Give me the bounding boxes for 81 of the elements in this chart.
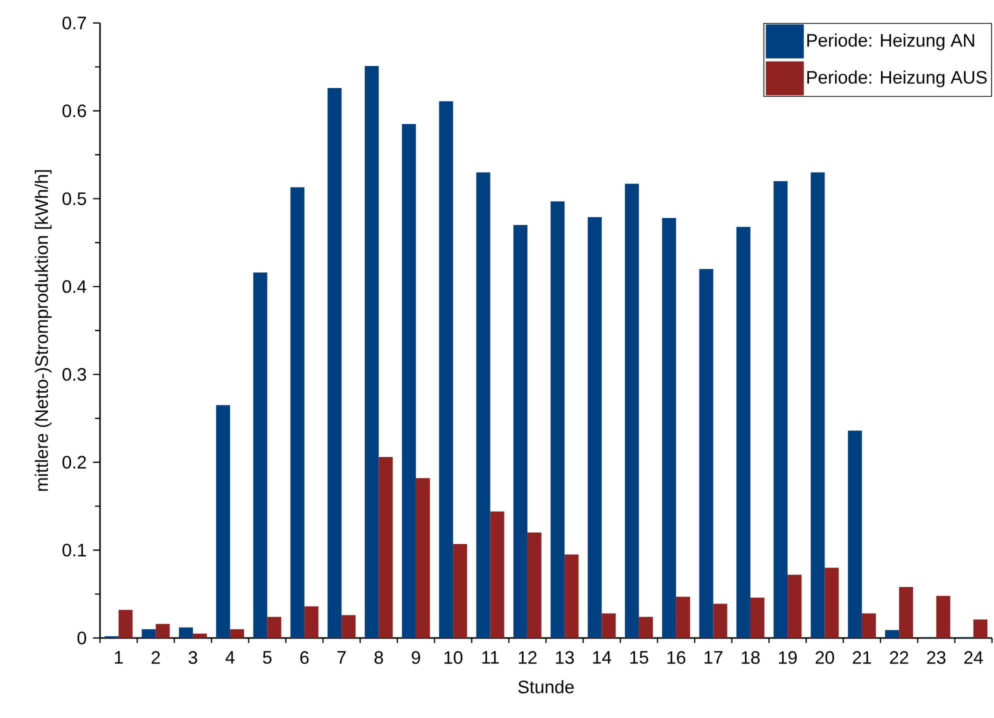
- y-tick-label: 0.6: [62, 104, 86, 118]
- bar: [476, 172, 490, 638]
- x-tick-label: 14: [593, 651, 612, 664]
- y-tick-label: 0.2: [62, 456, 86, 469]
- y-axis-title: mittlere (Netto-)Stromproduktion [kWh/h]: [34, 170, 52, 491]
- bar: [178, 627, 193, 638]
- bar: [638, 616, 653, 638]
- x-tick-label: 17: [704, 651, 722, 664]
- bar: [885, 630, 900, 638]
- bar: [513, 225, 528, 638]
- x-tick-label: 21: [852, 651, 872, 664]
- x-tick-label: 13: [556, 651, 574, 664]
- bar: [453, 544, 468, 638]
- bar: [439, 101, 454, 638]
- bar: [267, 616, 282, 638]
- x-tick-label: 11: [482, 651, 499, 664]
- x-tick-label: 15: [630, 651, 648, 664]
- bar: [736, 226, 750, 638]
- bar: [624, 184, 639, 638]
- bar: [588, 217, 602, 638]
- bar: [192, 634, 207, 638]
- x-tick-label: 2: [152, 651, 160, 664]
- y-tick-label: 0: [78, 632, 86, 644]
- x-tick-label: 9: [412, 651, 420, 664]
- bar: [676, 596, 690, 638]
- x-tick-label: 1: [114, 651, 123, 664]
- bar: [936, 596, 950, 638]
- bar: [342, 615, 356, 638]
- y-tick-label: 0.1: [62, 544, 86, 556]
- bar: [253, 272, 268, 638]
- bar: [118, 610, 133, 638]
- bar: [490, 511, 504, 638]
- bar: [230, 629, 244, 638]
- bar: [216, 405, 230, 638]
- bar: [364, 66, 379, 638]
- x-tick-label: 23: [927, 651, 946, 664]
- bar: [142, 629, 156, 638]
- bar: [810, 172, 825, 638]
- bar: [304, 606, 318, 638]
- bar: [862, 613, 876, 638]
- x-tick-label: 16: [667, 651, 686, 664]
- y-tick-label: 0.3: [62, 368, 86, 381]
- legend-label: Periode: Heizung AN: [807, 34, 974, 50]
- y-tick-label: 0.5: [62, 192, 86, 206]
- bar: [550, 201, 565, 638]
- bar: [699, 268, 714, 638]
- bar: [156, 624, 170, 638]
- x-tick-label: 10: [444, 651, 462, 664]
- y-tick-label: 0.4: [62, 280, 86, 293]
- x-tick-label: 18: [742, 651, 760, 664]
- bar: [713, 604, 728, 638]
- bar: [774, 181, 788, 638]
- x-tick-label: 3: [188, 651, 198, 664]
- bar: [290, 187, 304, 638]
- x-tick-label: 6: [300, 651, 309, 664]
- bar: [416, 478, 430, 638]
- x-tick-label: 7: [338, 651, 346, 664]
- bar: [662, 218, 676, 638]
- bar: [527, 532, 542, 638]
- x-tick-label: 24: [964, 651, 983, 664]
- bar: [402, 124, 416, 638]
- bar: [328, 88, 342, 638]
- bar: [973, 620, 988, 638]
- x-tick-label: 8: [374, 651, 383, 664]
- legend-label: Periode: Heizung AUS: [807, 70, 987, 88]
- x-tick-label: 22: [890, 651, 908, 664]
- x-tick-label: 20: [816, 651, 834, 664]
- bar: [788, 574, 802, 638]
- bar: [899, 587, 914, 638]
- y-tick-label: 0.7: [62, 16, 86, 30]
- x-tick-label: 5: [262, 651, 272, 664]
- x-axis-title: Stunde: [518, 680, 574, 694]
- bar: [848, 430, 862, 638]
- x-tick-label: 19: [778, 651, 797, 664]
- bar: [602, 613, 616, 638]
- bar: [564, 554, 579, 638]
- x-tick-label: 12: [518, 651, 537, 664]
- bar: [824, 568, 839, 638]
- bar: [750, 598, 764, 638]
- x-tick-label: 4: [225, 651, 235, 664]
- bar: [378, 457, 393, 638]
